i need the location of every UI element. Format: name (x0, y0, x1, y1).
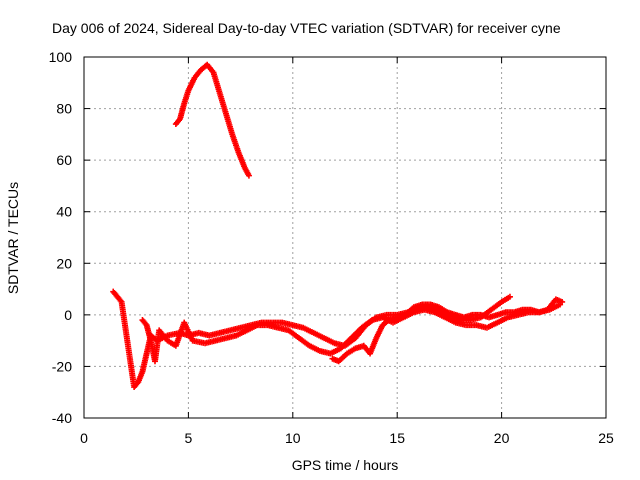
series-high-arc (172, 61, 252, 179)
x-tick-label: 15 (389, 430, 405, 446)
chart-title: Day 006 of 2024, Sidereal Day-to-day VTE… (52, 20, 561, 36)
y-tick-label: 80 (56, 101, 72, 117)
series-track-C (329, 296, 566, 365)
data-point (245, 172, 252, 179)
y-tick-label: 100 (49, 49, 73, 65)
data-markers (110, 61, 566, 391)
y-axis-label: SDTVAR / TECUs (5, 182, 21, 294)
x-tick-label: 25 (598, 430, 614, 446)
y-tick-label: 20 (56, 255, 72, 271)
data-point (506, 293, 513, 300)
x-tick-label: 0 (80, 430, 88, 446)
series-track-A (110, 288, 513, 391)
plot-frame (83, 56, 607, 419)
data-point (559, 298, 566, 305)
x-axis-label: GPS time / hours (292, 457, 399, 473)
y-tick-label: 0 (64, 307, 72, 323)
x-axis-ticks: 0 5 10 15 20 25 (80, 57, 614, 446)
grid-lines (84, 57, 606, 418)
x-tick-label: 5 (185, 430, 193, 446)
y-tick-label: -20 (52, 358, 72, 374)
x-tick-label: 10 (285, 430, 301, 446)
y-tick-label: -40 (52, 410, 72, 426)
y-tick-label: 60 (56, 152, 72, 168)
x-tick-label: 20 (494, 430, 510, 446)
y-tick-label: 40 (56, 204, 72, 220)
